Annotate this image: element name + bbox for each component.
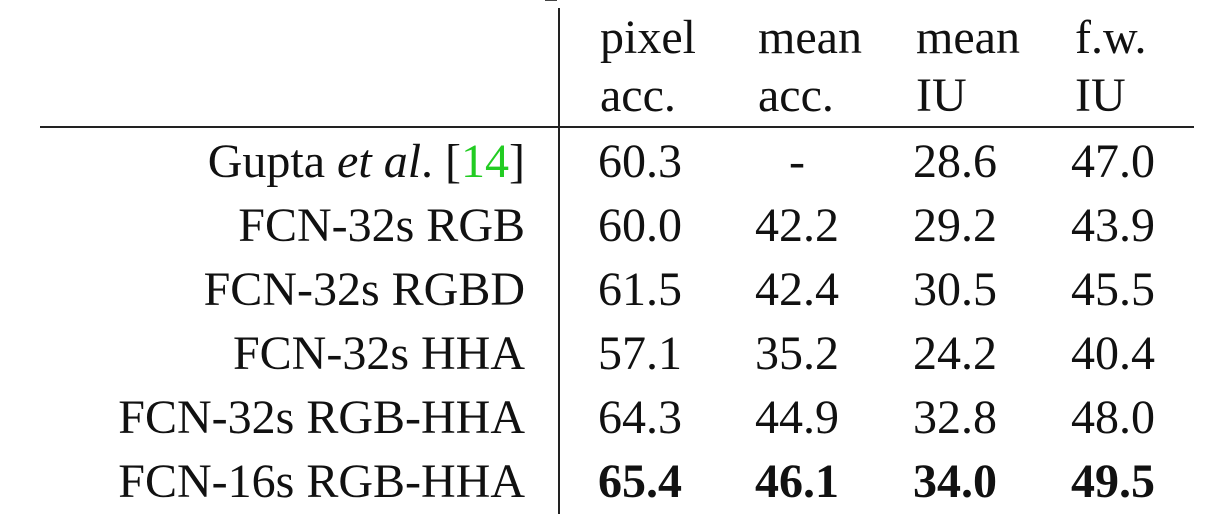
row-label-text: ] xyxy=(509,135,525,188)
row-label-italic: et al xyxy=(337,135,422,188)
cell: 29.2 xyxy=(913,199,997,252)
header-mean-iu-line1: mean xyxy=(916,11,1020,64)
cell: 57.1 xyxy=(598,327,682,380)
cell: 47.0 xyxy=(1071,135,1155,188)
cell-best: 65.4 xyxy=(598,455,682,508)
cell: 35.2 xyxy=(755,327,839,380)
cell-best: 34.0 xyxy=(913,455,997,508)
header-pixel-acc-line2: acc. xyxy=(600,69,676,122)
cell-best: 46.1 xyxy=(755,455,839,508)
citation-link[interactable]: 14 xyxy=(461,135,510,188)
top-tick-mark xyxy=(545,0,557,1)
header-fw-iu-line2: IU xyxy=(1075,69,1126,122)
header-mean-acc-line1: mean xyxy=(758,11,862,64)
header-mean-acc-line2: acc. xyxy=(758,69,834,122)
row-label: FCN-32s RGB xyxy=(238,199,525,252)
cell: 28.6 xyxy=(913,135,997,188)
cell: 40.4 xyxy=(1071,327,1155,380)
header-rule xyxy=(40,126,1194,128)
cell: 61.5 xyxy=(598,263,682,316)
cell: 60.3 xyxy=(598,135,682,188)
header-mean-iu-line2: IU xyxy=(916,69,967,122)
cell: 42.4 xyxy=(755,263,839,316)
cell: 42.2 xyxy=(755,199,839,252)
cell: 64.3 xyxy=(598,391,682,444)
cell: 44.9 xyxy=(755,391,839,444)
cell-best: 49.5 xyxy=(1071,455,1155,508)
cell: 32.8 xyxy=(913,391,997,444)
cell: 48.0 xyxy=(1071,391,1155,444)
row-label: FCN-32s RGBD xyxy=(203,263,525,316)
cell: 45.5 xyxy=(1071,263,1155,316)
row-label-gupta: Gupta et al. [14] xyxy=(40,138,525,186)
column-divider xyxy=(558,8,560,514)
cell: 43.9 xyxy=(1071,199,1155,252)
header-fw-iu-line1: f.w. xyxy=(1075,11,1147,64)
header-pixel-acc-line1: pixel xyxy=(600,11,696,64)
row-label-text: Gupta xyxy=(207,135,338,188)
cell: - xyxy=(789,135,805,188)
row-label: FCN-16s RGB-HHA xyxy=(118,455,525,508)
cell: 60.0 xyxy=(598,199,682,252)
row-label: FCN-32s HHA xyxy=(232,327,525,380)
row-label: FCN-32s RGB-HHA xyxy=(118,391,525,444)
cell: 24.2 xyxy=(913,327,997,380)
row-label-text: . [ xyxy=(421,135,462,188)
cell: 30.5 xyxy=(913,263,997,316)
